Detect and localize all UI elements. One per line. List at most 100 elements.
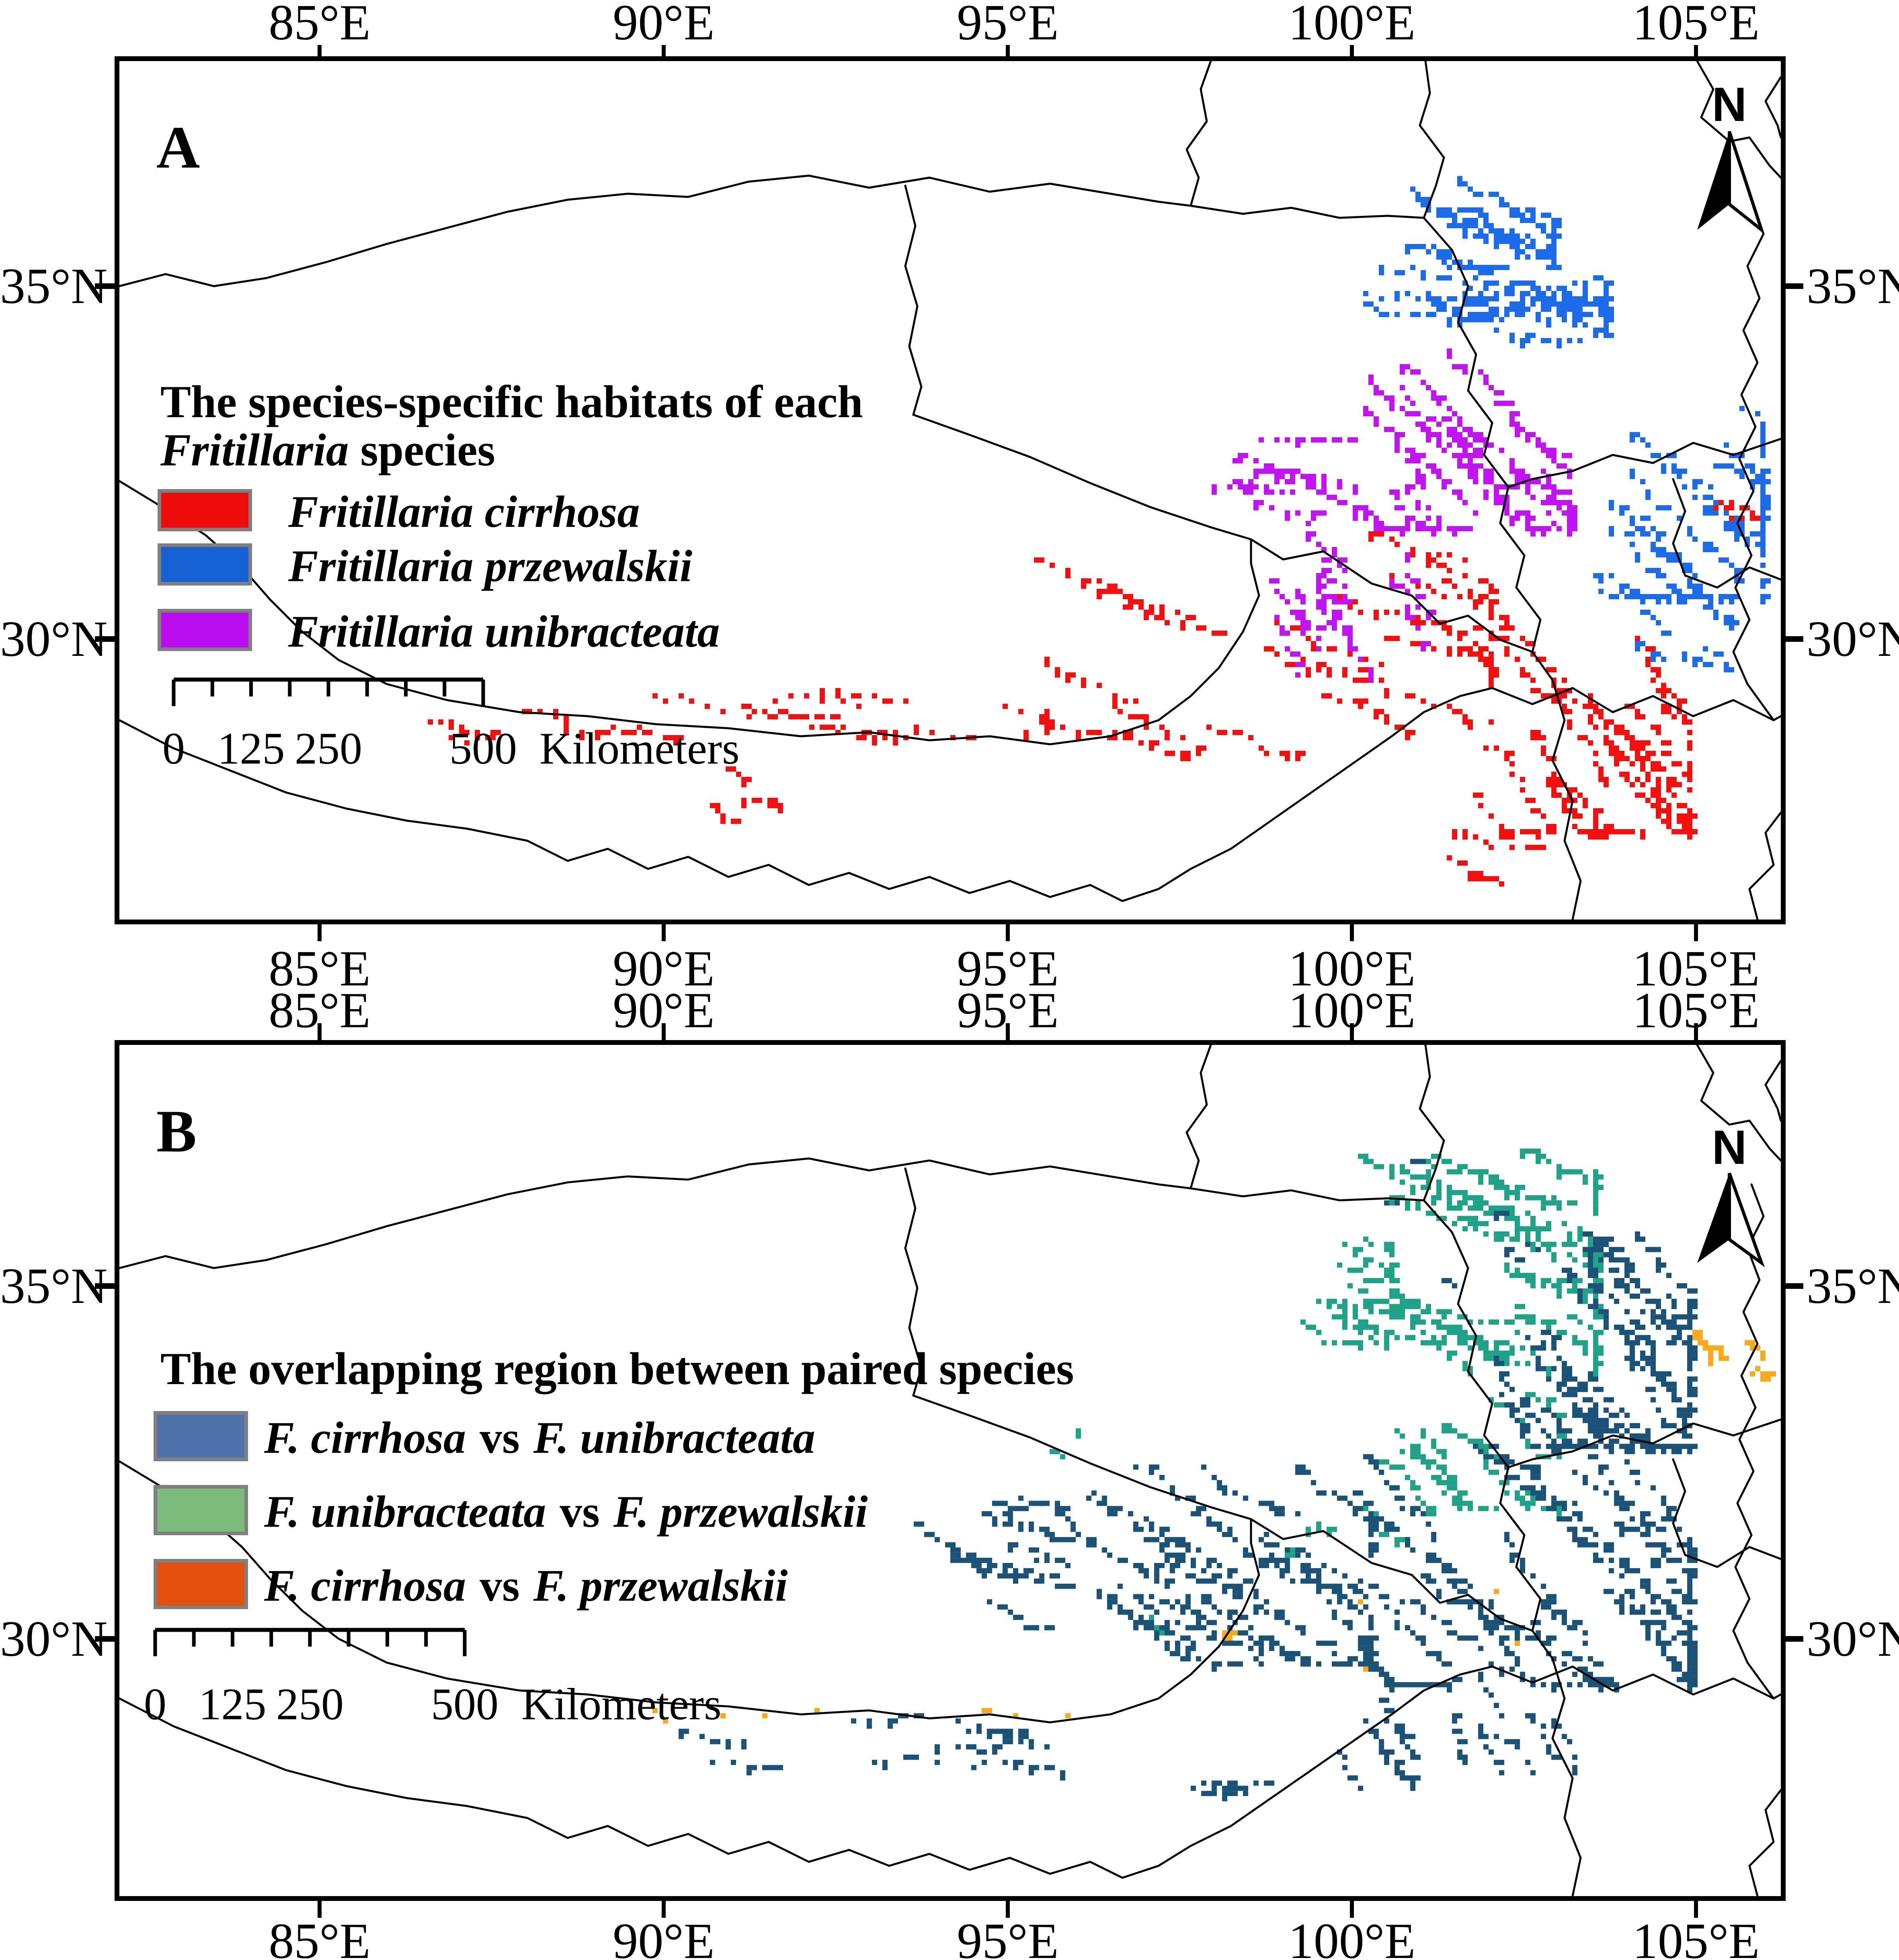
habitat-cell: [1248, 479, 1253, 484]
habitat-cell: [1666, 688, 1671, 693]
habitat-cell: [1316, 662, 1321, 667]
habitat-cell: [1316, 1641, 1321, 1646]
habitat-cell: [1405, 516, 1410, 521]
habitat-cell: [976, 1558, 982, 1563]
habitat-cell: [1483, 1350, 1489, 1356]
habitat-cell: [1363, 1262, 1368, 1268]
habitat-cell: [903, 698, 908, 704]
habitat-cell: [1645, 495, 1651, 500]
habitat-cell: [1170, 1552, 1175, 1558]
habitat-cell: [1593, 819, 1598, 824]
habitat-cell: [1274, 437, 1280, 442]
habitat-cell: [1332, 610, 1337, 615]
habitat-cell: [1473, 510, 1478, 516]
habitat-cell: [1400, 270, 1405, 275]
habitat-cell: [1483, 1614, 1489, 1620]
habitat-cell: [1666, 1444, 1671, 1449]
habitat-cell: [1363, 657, 1368, 662]
habitat-cell: [1311, 484, 1316, 489]
habitat-cell: [1656, 1563, 1661, 1568]
habitat-cell: [1729, 615, 1734, 620]
habitat-cell: [1321, 1340, 1327, 1346]
habitat-cell: [1598, 1423, 1604, 1428]
habitat-cell: [1499, 1231, 1504, 1237]
habitat-cell: [1405, 249, 1410, 254]
habitat-cell: [1583, 1298, 1588, 1304]
habitat-cell: [1739, 521, 1745, 526]
habitat-cell: [752, 709, 757, 714]
habitat-cell: [1687, 824, 1692, 829]
habitat-cell: [1368, 380, 1374, 385]
habitat-cell: [1593, 1257, 1598, 1263]
habitat-cell: [1604, 1547, 1609, 1553]
habitat-cell: [1504, 312, 1509, 317]
habitat-cell: [1368, 1454, 1374, 1460]
habitat-cell: [1562, 1444, 1567, 1449]
habitat-cell: [1530, 688, 1536, 693]
habitat-cell: [1175, 1651, 1180, 1657]
habitat-cell: [1682, 1444, 1687, 1449]
habitat-cell: [1316, 1589, 1321, 1594]
scalebar-number: 500: [449, 724, 517, 774]
habitat-cell: [1442, 578, 1447, 584]
habitat-cell: [1447, 552, 1452, 557]
habitat-cell: [1572, 322, 1577, 328]
habitat-cell: [1687, 1309, 1692, 1315]
habitat-cell: [1614, 725, 1619, 730]
habitat-cell: [1395, 1262, 1400, 1268]
habitat-cell: [1541, 693, 1546, 698]
habitat-cell: [1651, 646, 1656, 651]
habitat-cell: [1180, 1610, 1185, 1615]
habitat-cell: [1347, 636, 1353, 641]
habitat-cell: [1431, 1578, 1436, 1584]
habitat-cell: [1457, 646, 1462, 651]
habitat-cell: [1395, 1278, 1400, 1283]
habitat-cell: [1640, 766, 1645, 772]
habitat-cell: [1489, 385, 1494, 390]
habitat-cell: [1306, 531, 1311, 537]
habitat-cell: [1353, 1656, 1358, 1661]
habitat-cell: [1677, 1630, 1682, 1636]
habitat-cell: [1677, 1329, 1682, 1335]
habitat-cell: [1604, 719, 1609, 725]
habitat-cell: [1347, 599, 1353, 604]
habitat-cell: [1462, 453, 1468, 458]
habitat-cell: [1567, 725, 1572, 730]
scalebar: [172, 678, 485, 706]
habitat-cell: [564, 725, 569, 730]
habitat-cell: [1478, 1345, 1483, 1351]
habitat-cell: [1180, 1552, 1185, 1558]
habitat-cell: [1473, 834, 1478, 840]
habitat-cell: [1374, 709, 1379, 714]
habitat-cell: [1405, 244, 1410, 249]
habitat-cell: [1645, 1361, 1651, 1366]
habitat-cell: [1530, 286, 1536, 291]
habitat-cell: [1598, 1677, 1604, 1682]
habitat-cell: [1436, 516, 1442, 521]
habitat-cell: [1504, 1625, 1509, 1630]
habitat-cell: [1321, 584, 1327, 589]
habitat-cell: [1682, 1433, 1687, 1439]
habitat-cell: [1452, 1428, 1457, 1434]
habitat-cell: [1447, 207, 1452, 213]
habitat-cell: [1415, 578, 1421, 584]
habitat-cell: [1567, 1376, 1572, 1382]
habitat-cell: [1562, 1268, 1567, 1273]
habitat-cell: [1530, 1392, 1536, 1397]
habitat-cell: [1196, 625, 1201, 631]
habitat-cell: [1379, 526, 1384, 531]
habitat-cell: [1551, 1397, 1557, 1403]
habitat-cell: [1489, 265, 1494, 270]
habitat-cell: [1353, 1340, 1358, 1346]
habitat-cell: [1321, 594, 1327, 599]
habitat-cell: [1389, 1241, 1395, 1247]
habitat-cell: [1546, 233, 1551, 239]
habitat-cell: [1358, 1661, 1363, 1667]
habitat-cell: [647, 730, 652, 735]
habitat-cell: [1097, 594, 1102, 599]
habitat-cell: [490, 730, 496, 735]
habitat-cell: [1640, 1356, 1645, 1361]
habitat-cell: [1630, 1345, 1635, 1351]
habitat-cell: [1431, 1340, 1436, 1346]
habitat-cell: [1489, 312, 1494, 317]
